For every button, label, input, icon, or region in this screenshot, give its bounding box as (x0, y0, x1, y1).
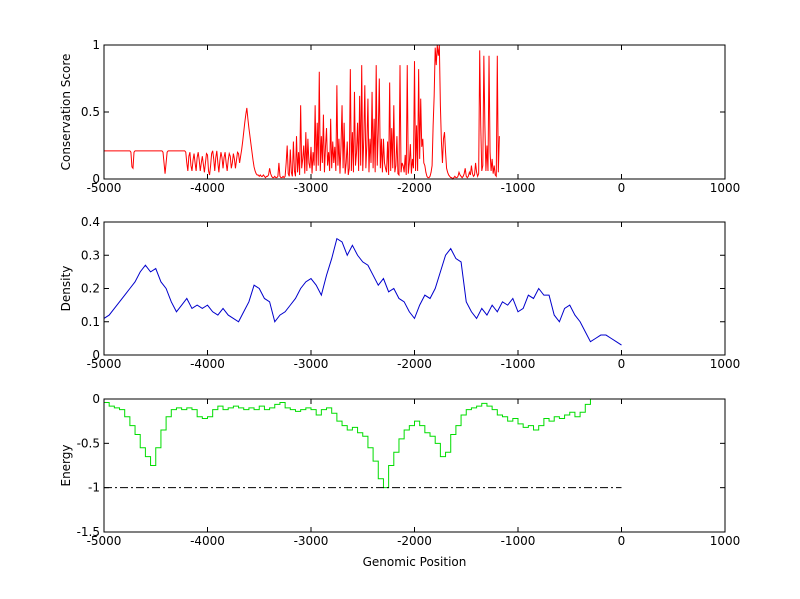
x-tick-label: -3000 (294, 534, 329, 548)
y-tick-label: 0 (92, 172, 100, 186)
y-axis-label: Energy (59, 444, 73, 486)
x-tick-label: -1000 (501, 534, 536, 548)
plot-area (104, 399, 725, 532)
x-axis-label: Genomic Position (363, 555, 467, 569)
y-tick-label: 0.3 (81, 248, 100, 262)
x-tick-label: -2000 (397, 534, 432, 548)
y-tick-label: 0 (92, 392, 100, 406)
x-tick-label: 0 (618, 357, 626, 371)
x-tick-label: -4000 (190, 181, 225, 195)
y-tick-label: -1 (88, 481, 100, 495)
y-axis-label: Density (59, 266, 73, 312)
x-tick-label: 1000 (710, 534, 741, 548)
series-line-3 (104, 399, 591, 489)
x-tick-label: -2000 (397, 357, 432, 371)
x-tick-label: -1000 (501, 357, 536, 371)
y-tick-label: 0 (92, 348, 100, 362)
y-axis-label: Conservation Score (59, 54, 73, 171)
chart-panel-1: -5000 -4000 -3000 -2000 -1000 0 1000 0 0.5 1 Conse… (59, 38, 740, 195)
y-tick-label: 0.1 (81, 315, 100, 329)
x-tick-label: -5000 (87, 181, 122, 195)
x-tick-label: 1000 (710, 181, 741, 195)
x-tick-label: -5000 (87, 357, 122, 371)
series-line-2 (103, 237, 622, 346)
y-tick-label: 0.4 (81, 215, 100, 229)
x-tick-label: -2000 (397, 181, 432, 195)
chart-panel-3: -5000 -4000 -3000 -2000 -1000 0 1000 -1.5 -1 -0.5… (59, 392, 740, 569)
x-tick-label: 0 (618, 181, 626, 195)
x-tick-label: -1000 (501, 181, 536, 195)
plot-area (104, 222, 725, 355)
y-tick-label: 1 (92, 38, 100, 52)
x-tick-label: -4000 (190, 357, 225, 371)
y-tick-label: 0.5 (81, 105, 100, 119)
x-tick-label: -3000 (294, 181, 329, 195)
y-tick-label: -1.5 (77, 525, 100, 539)
series-line-1 (104, 44, 500, 180)
y-tick-label: -0.5 (77, 436, 100, 450)
x-tick-label: 0 (618, 534, 626, 548)
x-tick-label: 1000 (710, 357, 741, 371)
x-tick-label: -3000 (294, 357, 329, 371)
x-tick-label: -5000 (87, 534, 122, 548)
chart-panel-2: -5000 -4000 -3000 -2000 -1000 0 1000 0 0.1 0.2 0.3… (59, 215, 740, 371)
y-tick-label: 0.2 (81, 282, 100, 296)
x-tick-label: -4000 (190, 534, 225, 548)
